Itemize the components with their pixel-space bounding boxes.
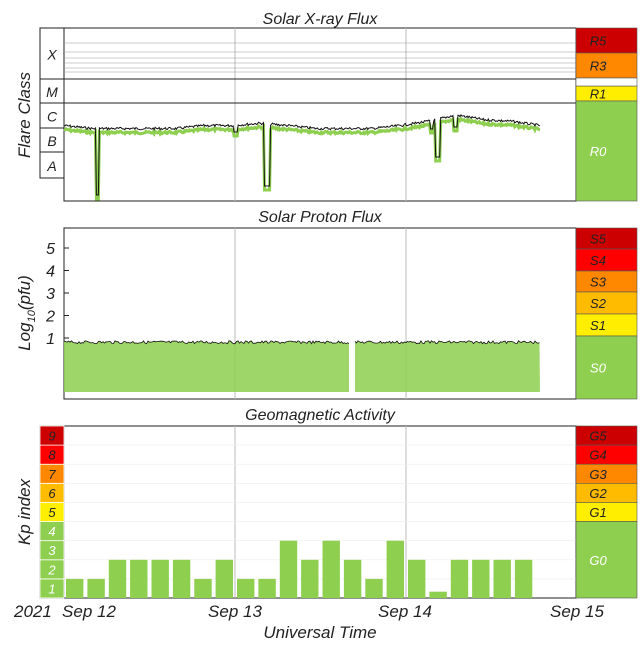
kp-bar xyxy=(130,559,148,598)
y-tick-label: 4 xyxy=(46,264,55,281)
proton-panel: 1 2 3 4 5 S5 S4 S3 S2 S1 S0 xyxy=(45,227,638,400)
scale-label: R0 xyxy=(590,144,607,159)
kp-label: 4 xyxy=(48,524,55,539)
kp-bar xyxy=(429,591,447,598)
proton-ylabel: Log10(pfu) xyxy=(15,275,38,351)
y-tick-label: 3 xyxy=(46,286,55,303)
scale-level-s2 xyxy=(575,291,638,315)
scale-label: G4 xyxy=(589,448,606,463)
scale-level-s3 xyxy=(575,270,638,293)
kp-bar xyxy=(237,578,255,598)
x-tick-label: Sep 12 xyxy=(62,602,116,621)
x-axis-label: Universal Time xyxy=(263,623,376,642)
kp-label: 1 xyxy=(48,581,55,596)
geomag-ylabel: Kp index xyxy=(15,478,34,545)
scale-label: S3 xyxy=(590,275,607,290)
kp-level-9 xyxy=(39,425,65,446)
scale-label: R1 xyxy=(590,87,607,102)
kp-bar xyxy=(301,559,319,598)
scale-label: S4 xyxy=(590,253,606,268)
y-tick-label: 1 xyxy=(46,331,55,348)
kp-bar xyxy=(514,559,533,598)
scale-label: G5 xyxy=(589,429,607,444)
class-label: X xyxy=(46,47,57,63)
x-axis-year: 2021 xyxy=(13,602,52,621)
kp-bar xyxy=(386,540,404,598)
scale-level-r0 xyxy=(575,100,638,202)
scale-level-r3 xyxy=(575,52,638,79)
scale-level-s0 xyxy=(575,335,638,400)
scale-label: S1 xyxy=(590,318,606,333)
kp-bar xyxy=(258,578,276,598)
kp-bar xyxy=(343,559,362,598)
kp-bar xyxy=(215,559,233,598)
kp-bar xyxy=(493,559,511,598)
scale-label: S2 xyxy=(590,296,607,311)
xray-long-series xyxy=(63,116,541,201)
class-label: A xyxy=(46,158,56,174)
scale-label: G3 xyxy=(589,467,607,482)
scale-label: S5 xyxy=(590,232,607,247)
plot-frame xyxy=(63,27,577,202)
class-label: M xyxy=(46,84,58,100)
y-tick-label: 5 xyxy=(46,241,55,258)
scale-level-g0 xyxy=(575,521,638,599)
x-tick-label: Sep 14 xyxy=(378,602,432,621)
kp-bar xyxy=(279,540,298,598)
scale-gap xyxy=(575,77,638,87)
kp-bar xyxy=(172,559,191,598)
proton-series xyxy=(354,340,540,345)
geomag-panel: 1 2 3 4 5 6 7 8 9 G5 G4 G3 G2 G1 G0 xyxy=(39,425,638,599)
scale-level-s5 xyxy=(575,227,638,250)
xray-short-series xyxy=(63,114,541,196)
proton-ylabel-sub: 10 xyxy=(26,309,38,322)
x-tick-label: Sep 15 xyxy=(550,602,604,621)
kp-label: 2 xyxy=(47,562,56,577)
kp-bar xyxy=(66,578,84,598)
kp-label: 7 xyxy=(48,467,56,482)
proton-series xyxy=(63,340,350,345)
proton-ylabel-tail: (pfu) xyxy=(15,275,34,310)
scale-level-r5 xyxy=(575,27,638,54)
scale-label: G1 xyxy=(589,505,606,520)
kp-bar xyxy=(365,578,383,598)
kp-bar xyxy=(108,559,127,598)
y-tick-label: 2 xyxy=(45,309,55,326)
scale-level-s1 xyxy=(575,313,638,337)
class-label: C xyxy=(47,109,58,125)
x-tick-label: Sep 13 xyxy=(208,602,262,621)
scale-label: G0 xyxy=(589,553,607,568)
proton-fill xyxy=(64,340,349,392)
xray-ylabel: Flare Class xyxy=(15,72,34,158)
proton-ylabel-main: Log xyxy=(15,322,34,351)
kp-bar xyxy=(450,559,469,598)
xray-title: Solar X-ray Flux xyxy=(263,11,379,28)
kp-bar xyxy=(472,559,490,598)
scale-label: G2 xyxy=(589,486,607,501)
class-label: B xyxy=(47,133,56,149)
kp-label: 8 xyxy=(48,448,56,463)
kp-label: 6 xyxy=(48,486,56,501)
kp-label: 9 xyxy=(48,429,55,444)
kp-label: 5 xyxy=(48,505,56,520)
scale-level-s4 xyxy=(575,248,638,272)
geomag-title: Geomagnetic Activity xyxy=(245,407,396,424)
scale-label: R5 xyxy=(590,34,607,49)
kp-bar xyxy=(87,578,105,598)
proton-title: Solar Proton Flux xyxy=(258,209,383,226)
kp-bar xyxy=(151,559,169,598)
kp-label: 3 xyxy=(48,543,56,558)
scale-label: S0 xyxy=(590,361,607,376)
kp-bar xyxy=(408,559,426,598)
kp-bar xyxy=(322,540,340,598)
proton-fill xyxy=(355,340,540,392)
scale-level-r1 xyxy=(575,85,638,102)
kp-bar xyxy=(194,578,212,598)
scale-label: R3 xyxy=(590,59,607,74)
